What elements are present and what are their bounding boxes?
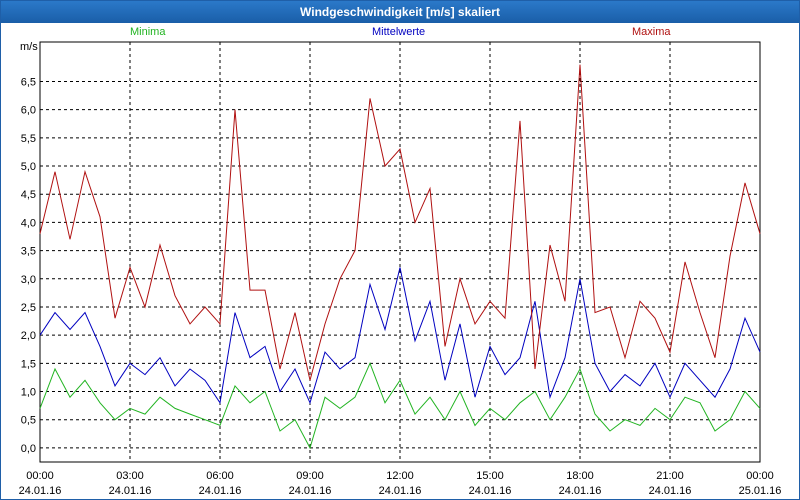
x-tick-date: 24.01.16 [19, 485, 62, 497]
x-tick-date: 24.01.16 [379, 485, 422, 497]
x-tick-time: 12:00 [386, 470, 414, 482]
x-tick-time: 09:00 [296, 470, 324, 482]
y-tick-label: 3,0 [21, 274, 36, 286]
x-tick-date: 24.01.16 [649, 485, 692, 497]
y-tick-label: 3,5 [21, 246, 36, 258]
x-tick-date: 24.01.16 [559, 485, 602, 497]
y-tick-label: 2,0 [21, 330, 36, 342]
y-axis-tick-labels: 0,0 0,5 1,0 1,5 2,0 2,5 3,0 3,5 4,0 4,5 5,0 5,5 6,0 6… [21, 76, 36, 454]
legend-minima: Minima [130, 26, 166, 38]
x-tick-date: 24.01.16 [289, 485, 332, 497]
x-tick-time: 15:00 [476, 470, 504, 482]
x-tick-time: 18:00 [566, 470, 594, 482]
x-tick-date: 25.01.16 [739, 485, 782, 497]
y-tick-label: 2,5 [21, 302, 36, 314]
y-axis-label: m/s [20, 41, 38, 53]
y-tick-label: 1,5 [21, 358, 36, 370]
mittelwerte-line [39, 267, 761, 405]
minima-line [39, 361, 761, 450]
x-tick-time: 00:00 [26, 470, 54, 482]
x-tick-time: 06:00 [206, 470, 234, 482]
window-title: Windgeschwindigkeit [m/s] skaliert [1, 1, 799, 23]
x-tick-date: 24.01.16 [469, 485, 512, 497]
vertical-grid [129, 42, 671, 462]
y-tick-label: 4,0 [21, 217, 36, 229]
legend: Minima Mittelwerte Maxima [130, 26, 671, 38]
y-tick-label: 5,5 [21, 133, 36, 145]
x-tick-time: 00:00 [746, 470, 774, 482]
y-tick-label: 0,5 [21, 415, 36, 427]
series-lines [39, 64, 761, 450]
y-tick-label: 1,0 [21, 387, 36, 399]
x-tick-date: 24.01.16 [109, 485, 152, 497]
y-tick-label: 4,5 [21, 189, 36, 201]
x-axis-tick-labels: 00:00 24.01.16 03:00 24.01.16 06:00 24.01.16 0… [19, 470, 782, 497]
x-tick-time: 03:00 [116, 470, 144, 482]
legend-maxima: Maxima [632, 26, 671, 38]
y-tick-label: 5,0 [21, 161, 36, 173]
y-tick-label: 6,5 [21, 76, 36, 88]
x-tick-date: 24.01.16 [199, 485, 242, 497]
y-tick-label: 6,0 [21, 105, 36, 117]
x-tick-time: 21:00 [656, 470, 684, 482]
y-tick-label: 0,0 [21, 443, 36, 455]
legend-mittelwerte: Mittelwerte [372, 26, 425, 38]
maxima-line [39, 64, 761, 381]
